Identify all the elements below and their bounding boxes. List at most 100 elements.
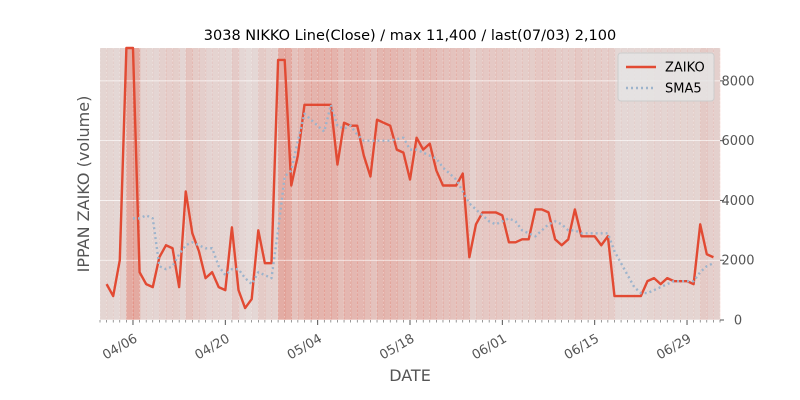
series-sma5-line (132, 103, 714, 295)
day-band (198, 48, 207, 320)
day-band (607, 48, 616, 320)
day-band (297, 48, 306, 320)
day-band (687, 48, 695, 320)
daily-background-bands (100, 48, 721, 320)
day-band (548, 48, 556, 320)
day-band (508, 48, 517, 320)
day-band (311, 48, 319, 320)
day-band (680, 48, 688, 320)
day-band (152, 48, 160, 320)
day-band (100, 48, 108, 320)
day-band (172, 48, 180, 320)
day-band (442, 48, 451, 320)
day-band (330, 48, 339, 320)
day-band (185, 48, 193, 320)
day-band (350, 48, 358, 320)
day-band (324, 48, 332, 320)
day-band (462, 48, 470, 320)
day-band (588, 48, 596, 320)
day-band (291, 48, 299, 320)
day-band (245, 48, 253, 320)
day-band (344, 48, 352, 320)
day-band (410, 48, 418, 320)
day-band (205, 48, 213, 320)
day-band (647, 48, 655, 320)
day-band (304, 48, 312, 320)
day-band (278, 48, 286, 320)
day-band (482, 48, 490, 320)
day-band (594, 48, 602, 320)
legend-zaiko-label: ZAIKO (665, 61, 705, 76)
day-band (390, 48, 398, 320)
day-band (581, 48, 589, 320)
day-band (673, 48, 682, 320)
day-band (192, 48, 200, 320)
legend: ZAIKO SMA5 (617, 52, 715, 102)
day-band (251, 48, 259, 320)
day-band (423, 48, 431, 320)
day-band (469, 48, 477, 320)
day-band (640, 48, 649, 320)
day-band (515, 48, 523, 320)
day-band (522, 48, 530, 320)
series-zaiko-line (105, 46, 714, 310)
x-axis-label: DATE (389, 366, 431, 385)
day-band (634, 48, 642, 320)
day-band (574, 48, 583, 320)
day-band (119, 48, 127, 320)
day-band (706, 48, 715, 320)
day-band (126, 48, 134, 320)
day-band (179, 48, 187, 320)
y-axis-label: IPPAN ZAIKO (volume) (74, 96, 93, 273)
day-band (231, 48, 240, 320)
y-tick-label: 6000 (721, 134, 754, 149)
day-band (106, 48, 114, 320)
day-band (541, 48, 550, 320)
day-band (475, 48, 484, 320)
day-band (370, 48, 378, 320)
day-band (357, 48, 365, 320)
day-band (449, 48, 457, 320)
day-band (621, 48, 629, 320)
day-band (218, 48, 226, 320)
day-band (713, 48, 721, 320)
day-band (337, 48, 345, 320)
day-band (225, 48, 233, 320)
day-band (159, 48, 167, 320)
day-band (363, 48, 372, 320)
day-band (238, 48, 246, 320)
day-band (416, 48, 424, 320)
chart-title: 3038 NIKKO Line(Close) / max 11,400 / la… (204, 28, 616, 44)
y-tick-label: 4000 (721, 194, 754, 209)
day-band (429, 48, 437, 320)
day-band (502, 48, 510, 320)
y-axis-ticks: 0 2000 4000 6000 8000 (720, 74, 755, 329)
day-band (568, 48, 576, 320)
day-band (436, 48, 444, 320)
y-tick-label: 8000 (721, 74, 754, 89)
y-tick-label: 2000 (721, 254, 754, 269)
day-band (264, 48, 273, 320)
day-band (614, 48, 622, 320)
day-band (535, 48, 543, 320)
day-band (601, 48, 609, 320)
series-layer (105, 46, 714, 310)
day-band (654, 48, 662, 320)
day-band (456, 48, 464, 320)
day-band (258, 48, 266, 320)
day-band (693, 48, 701, 320)
day-band (396, 48, 405, 320)
day-band (667, 48, 675, 320)
day-band (139, 48, 147, 320)
day-band (165, 48, 174, 320)
day-band (627, 48, 635, 320)
day-band (146, 48, 154, 320)
day-band (660, 48, 668, 320)
day-band (489, 48, 497, 320)
day-band (317, 48, 325, 320)
day-band (377, 48, 385, 320)
day-band (403, 48, 411, 320)
day-band (495, 48, 503, 320)
day-band (528, 48, 536, 320)
